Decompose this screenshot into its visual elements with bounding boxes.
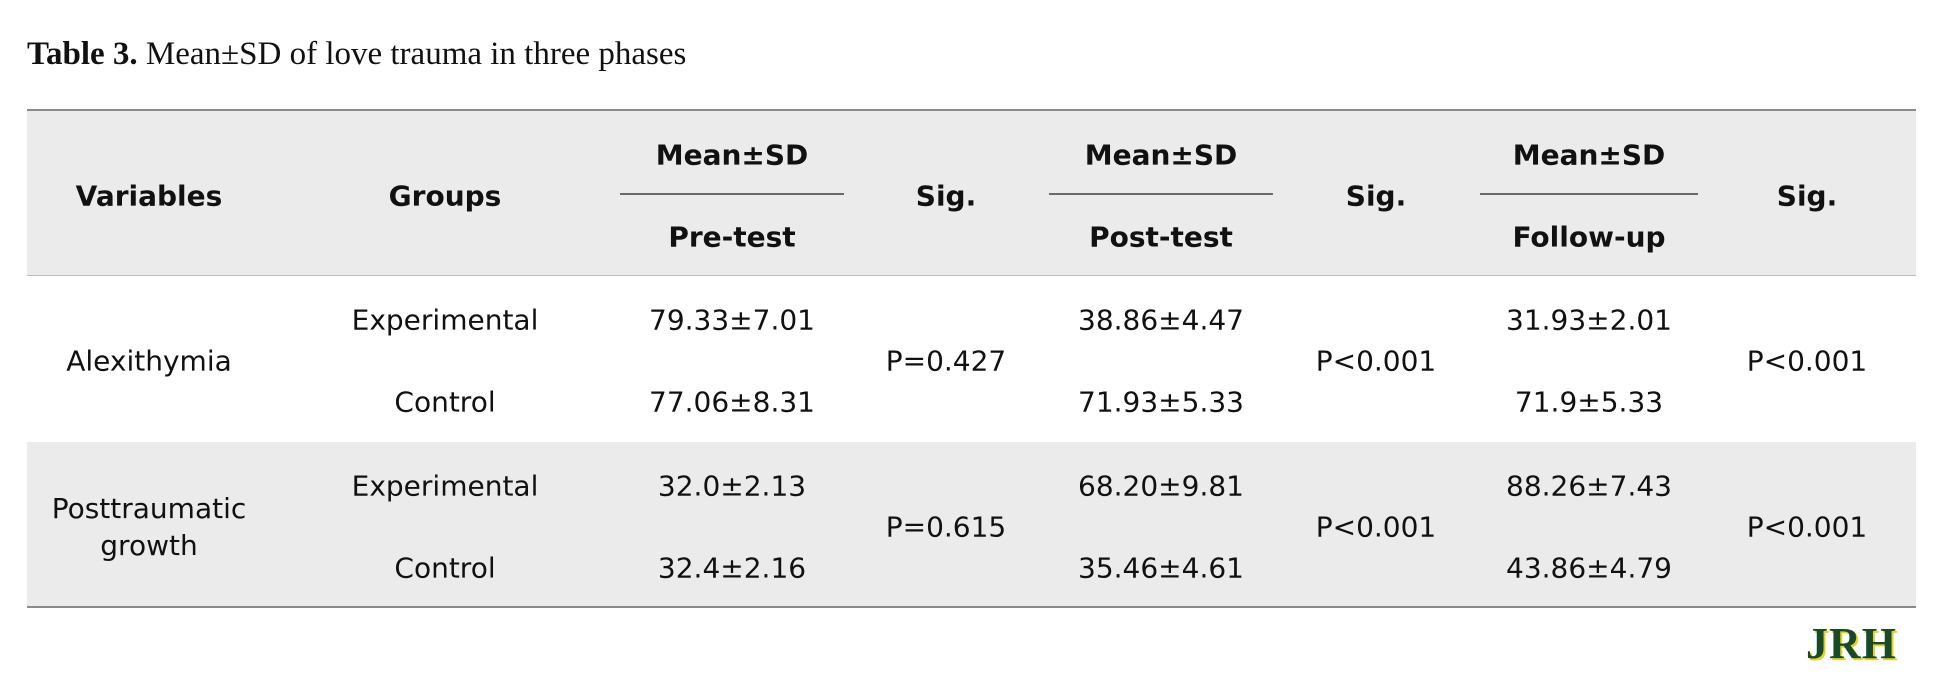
- column-subheader: Follow-up: [1512, 220, 1666, 254]
- logo: JRH: [1806, 619, 1897, 668]
- header-rule: [27, 275, 1916, 276]
- variable-name: Alexithymia: [66, 344, 232, 378]
- significance: P<0.001: [1315, 344, 1437, 378]
- column-header: Mean±SD: [1084, 138, 1238, 172]
- mean-sd: 71.9±5.33: [1514, 385, 1664, 419]
- group-name: Experimental: [351, 303, 539, 337]
- group-name: Control: [394, 551, 496, 585]
- mean-sd: 71.93±5.33: [1078, 385, 1244, 419]
- column-header: Sig.: [915, 179, 977, 213]
- mean-sd: 32.4±2.16: [657, 551, 807, 585]
- significance: P<0.001: [1746, 510, 1868, 544]
- column-header: Sig.: [1776, 179, 1838, 213]
- caption-text: Mean±SD of love trauma in three phases: [145, 36, 687, 72]
- mean-sd: 31.93±2.01: [1506, 303, 1672, 337]
- header-underline: [1480, 193, 1698, 195]
- variable-name: Posttraumatic growth: [51, 492, 247, 562]
- header-underline: [620, 193, 844, 195]
- significance: P<0.001: [1315, 510, 1437, 544]
- mean-sd: 35.46±4.61: [1078, 551, 1244, 585]
- row-band: [27, 442, 1916, 607]
- mean-sd: 79.33±7.01: [649, 303, 815, 337]
- mean-sd: 77.06±8.31: [649, 385, 815, 419]
- column-header: Mean±SD: [655, 138, 809, 172]
- mean-sd: 32.0±2.13: [657, 469, 807, 503]
- significance: P=0.427: [885, 344, 1007, 378]
- mean-sd: 43.86±4.79: [1506, 551, 1672, 585]
- table-caption: Table 3. Mean±SD of love trauma in three…: [27, 36, 686, 73]
- significance: P=0.615: [885, 510, 1007, 544]
- group-name: Experimental: [351, 469, 539, 503]
- column-header: Groups: [388, 179, 502, 213]
- column-header: Variables: [75, 179, 223, 213]
- header-underline: [1049, 193, 1273, 195]
- column-header: Sig.: [1345, 179, 1407, 213]
- column-subheader: Post-test: [1089, 220, 1233, 254]
- mean-sd: 88.26±7.43: [1506, 469, 1672, 503]
- column-header: Mean±SD: [1512, 138, 1666, 172]
- significance: P<0.001: [1746, 344, 1868, 378]
- bottom-rule: [27, 606, 1916, 608]
- mean-sd: 38.86±4.47: [1078, 303, 1244, 337]
- top-rule: [27, 109, 1916, 111]
- mean-sd: 68.20±9.81: [1078, 469, 1244, 503]
- column-subheader: Pre-test: [668, 220, 796, 254]
- group-name: Control: [394, 385, 496, 419]
- caption-label: Table 3.: [27, 36, 138, 72]
